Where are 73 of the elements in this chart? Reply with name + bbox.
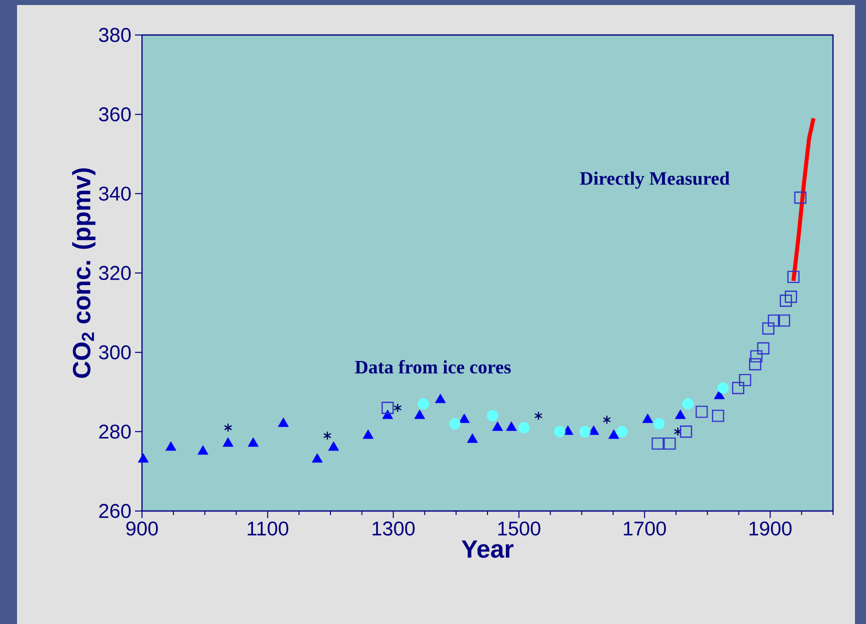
x-tick-label: 1700 — [624, 522, 666, 536]
point — [166, 441, 176, 451]
point — [534, 411, 542, 420]
point — [198, 445, 208, 455]
point — [382, 410, 394, 419]
point — [674, 410, 686, 419]
x-tick-label: 1300 — [372, 522, 415, 536]
point — [664, 437, 676, 450]
y-axis-title: CO$_{2}$ conc. (ppmv) — [72, 168, 96, 378]
point — [787, 270, 800, 284]
point — [794, 192, 806, 204]
point — [738, 374, 752, 386]
point — [602, 415, 611, 424]
point — [768, 314, 780, 327]
point — [682, 398, 694, 410]
point — [278, 418, 289, 427]
point — [554, 426, 566, 438]
point — [312, 453, 323, 463]
point — [680, 426, 692, 438]
point — [394, 403, 402, 412]
point — [653, 418, 665, 430]
point — [780, 294, 792, 307]
point — [492, 421, 503, 431]
annotation: Data from ice cores — [355, 360, 511, 374]
line-series — [791, 116, 816, 283]
point — [696, 406, 708, 418]
point — [418, 398, 430, 410]
x-axis-title: Year — [462, 540, 514, 558]
x-tick-label: 1500 — [498, 522, 540, 536]
point — [588, 425, 600, 435]
point — [382, 402, 394, 414]
point — [138, 453, 149, 463]
point — [749, 358, 762, 370]
point — [714, 390, 725, 400]
y-tick-label: 360 — [99, 107, 131, 122]
point — [732, 382, 744, 394]
point — [750, 350, 762, 362]
annotation: Directly Measured — [580, 172, 730, 189]
point — [486, 410, 498, 422]
point — [652, 437, 664, 450]
point — [435, 394, 446, 404]
x-tick-label: 1900 — [750, 522, 792, 536]
point — [518, 422, 530, 434]
point — [757, 342, 770, 354]
point — [579, 426, 591, 438]
point — [248, 437, 259, 447]
point — [328, 441, 340, 451]
point — [784, 290, 798, 303]
y-tick-label: 380 — [99, 28, 131, 42]
point — [458, 414, 470, 423]
point — [642, 414, 654, 423]
point — [467, 433, 478, 443]
point — [778, 314, 790, 327]
point — [608, 429, 620, 439]
point — [323, 431, 332, 440]
point — [362, 429, 374, 439]
point — [762, 322, 774, 335]
point — [449, 418, 461, 430]
x-tick-label: 1100 — [248, 522, 288, 536]
point — [414, 410, 426, 419]
y-tick-label: 260 — [99, 504, 131, 518]
y-tick-label: 280 — [99, 424, 131, 439]
x-tick-label: 900 — [126, 522, 158, 536]
y-tick-label: 300 — [99, 345, 131, 360]
point — [717, 382, 729, 394]
point — [712, 410, 724, 422]
point — [616, 426, 628, 438]
point — [506, 421, 517, 431]
y-tick-label: 320 — [99, 266, 131, 280]
point — [222, 437, 234, 447]
point — [674, 427, 682, 436]
y-tick-label: 340 — [99, 186, 131, 201]
point — [224, 423, 232, 432]
